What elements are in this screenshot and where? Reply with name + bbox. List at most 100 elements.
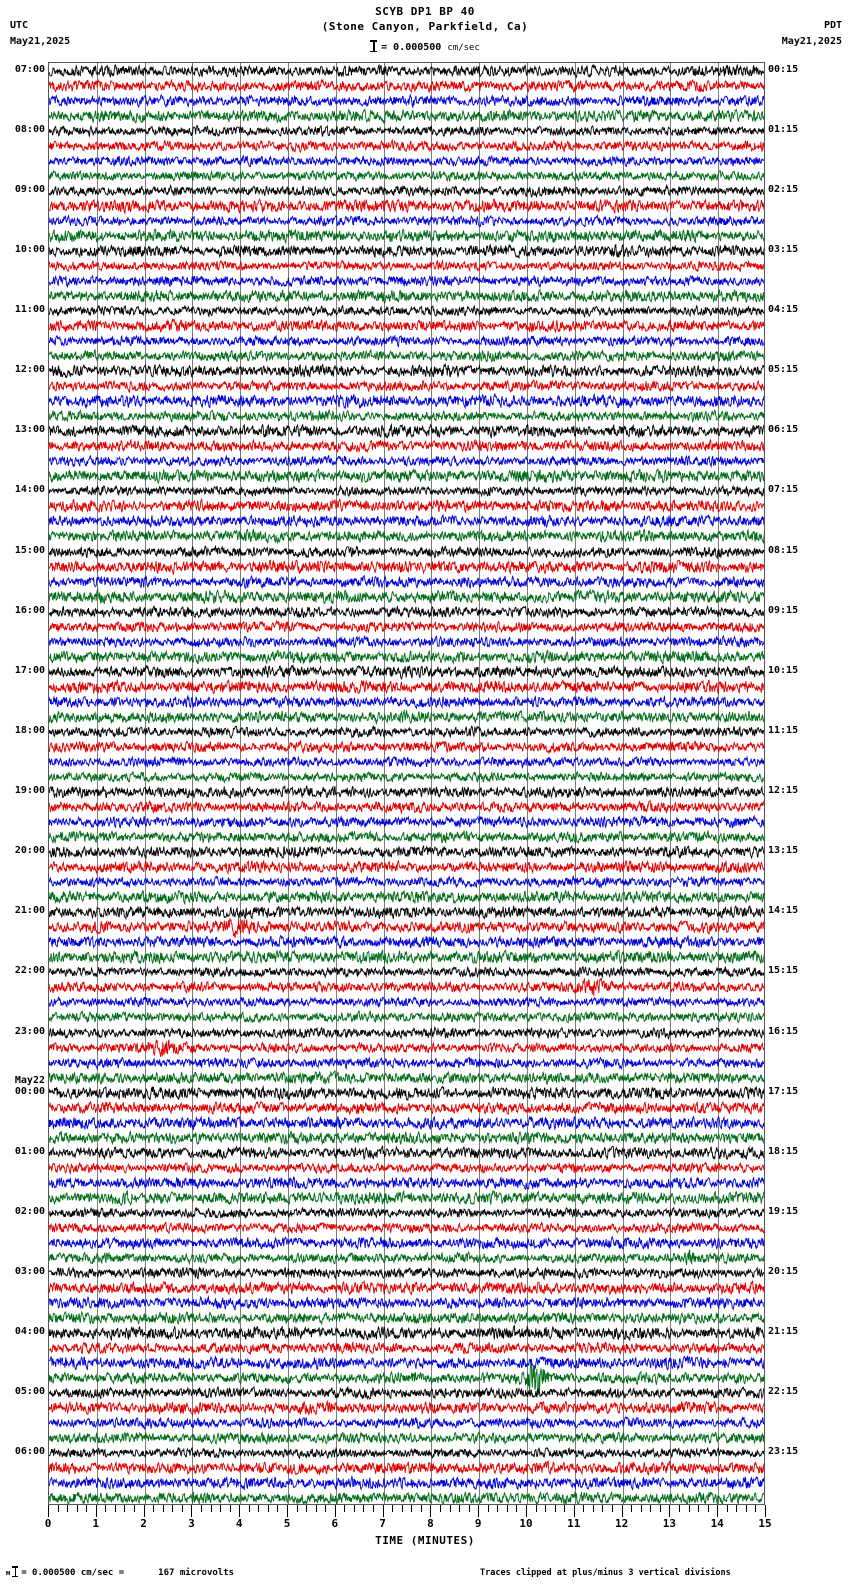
scale-bar-icon [370, 40, 378, 52]
x-tick-minor [134, 1505, 136, 1512]
trace-path-green [49, 1310, 764, 1326]
trace-row [49, 1046, 764, 1080]
trace-path-green [49, 949, 764, 965]
trace-row [49, 249, 764, 283]
trace-row [49, 1166, 764, 1200]
x-tick-minor [516, 1505, 518, 1512]
x-tick-minor [306, 1505, 308, 1512]
utc-hour-label-2100: 21:00 [14, 905, 45, 917]
pdt-hour-label-1515: 15:15 [768, 965, 799, 977]
trace-row [49, 219, 764, 253]
x-tick-label-8: 8 [427, 1517, 434, 1530]
trace-path-blue [49, 1475, 764, 1492]
x-tick-minor [344, 1505, 346, 1512]
trace-path-blue [49, 153, 764, 168]
utc-hour-label-0000: 00:00 [14, 1085, 45, 1097]
x-tick-minor [602, 1505, 604, 1512]
x-tick-minor [420, 1505, 422, 1512]
trace-row [49, 1016, 764, 1050]
utc-hour-label-0800: 08:00 [14, 123, 45, 135]
trace-row [49, 519, 764, 553]
trace-path-green [49, 829, 764, 845]
trace-row [49, 1406, 764, 1440]
pdt-hour-label-2215: 22:15 [768, 1386, 799, 1398]
trace-row [49, 610, 764, 644]
trace-path-red [49, 739, 764, 755]
footer-amplitude-marker: м [6, 1569, 11, 1577]
trace-row [49, 1181, 764, 1215]
x-tick-label-6: 6 [331, 1517, 339, 1530]
x-tick-minor [86, 1505, 88, 1512]
trace-row [49, 1481, 764, 1504]
x-tick-label-13: 13 [662, 1517, 677, 1530]
trace-row [49, 655, 764, 689]
trace-path-blue [49, 454, 764, 469]
trace-row [49, 204, 764, 238]
trace-row [49, 580, 764, 614]
x-tick-minor [755, 1505, 757, 1512]
x-tick-label-0: 0 [44, 1517, 52, 1530]
x-tick-minor [353, 1505, 355, 1512]
utc-hour-label-1600: 16:00 [14, 604, 45, 616]
x-tick-major-13 [669, 1505, 671, 1517]
seismogram-plot[interactable] [48, 62, 765, 1505]
trace-path-black [49, 1144, 764, 1161]
trace-row [49, 1436, 764, 1470]
x-tick-minor [401, 1505, 403, 1512]
x-tick-minor [688, 1505, 690, 1512]
trace-row [49, 730, 764, 764]
trace-path-red [49, 799, 764, 815]
trace-row [49, 775, 764, 809]
trace-path-green [49, 1189, 764, 1207]
x-tick-label-7: 7 [379, 1517, 386, 1530]
x-tick-minor [631, 1505, 633, 1512]
utc-date-label: May21,2025 [10, 36, 71, 47]
trace-row [49, 550, 764, 584]
trace-path-blue [49, 1355, 764, 1371]
trace-path-red [49, 1400, 764, 1417]
trace-row [49, 84, 764, 118]
x-tick-minor [258, 1505, 260, 1512]
trace-path-red [49, 918, 764, 939]
trace-path-red [49, 619, 764, 634]
trace-row [49, 595, 764, 629]
trace-row [49, 895, 764, 929]
x-tick-major-3 [191, 1505, 193, 1517]
trace-row [49, 850, 764, 884]
trace-row [49, 1211, 764, 1245]
trace-path-green [49, 649, 764, 665]
trace-row [49, 790, 764, 824]
utc-hour-label-2200: 22:00 [14, 965, 45, 977]
x-tick-major-8 [430, 1505, 432, 1517]
trace-path-red [49, 1038, 764, 1057]
x-tick-minor [506, 1505, 508, 1512]
trace-path-red [49, 497, 764, 515]
trace-row [49, 1151, 764, 1185]
trace-path-red [49, 138, 764, 153]
trace-row [49, 985, 764, 1019]
trace-path-blue [49, 755, 764, 770]
x-tick-label-2: 2 [140, 1517, 147, 1530]
utc-hour-label-1800: 18:00 [14, 724, 45, 736]
x-tick-label-10: 10 [519, 1517, 533, 1530]
utc-hour-label-1500: 15:00 [14, 544, 45, 556]
trace-container [49, 63, 764, 1504]
trace-row [49, 69, 764, 103]
trace-row [49, 279, 764, 313]
x-tick-minor [267, 1505, 269, 1512]
utc-hour-label-1300: 13:00 [14, 424, 45, 436]
trace-path-red [49, 1221, 764, 1235]
x-tick-minor [439, 1505, 441, 1512]
pdt-hour-label-1915: 19:15 [768, 1205, 799, 1217]
trace-path-green [49, 1249, 764, 1266]
x-tick-minor [640, 1505, 642, 1512]
trace-row [49, 685, 764, 719]
x-tick-major-1 [95, 1505, 97, 1517]
trace-row [49, 700, 764, 734]
x-tick-label-12: 12 [614, 1517, 629, 1530]
trace-path-black [49, 784, 764, 799]
trace-row [49, 1331, 764, 1365]
trace-row [49, 535, 764, 569]
trace-row [49, 294, 764, 328]
trace-path-green [49, 408, 764, 424]
